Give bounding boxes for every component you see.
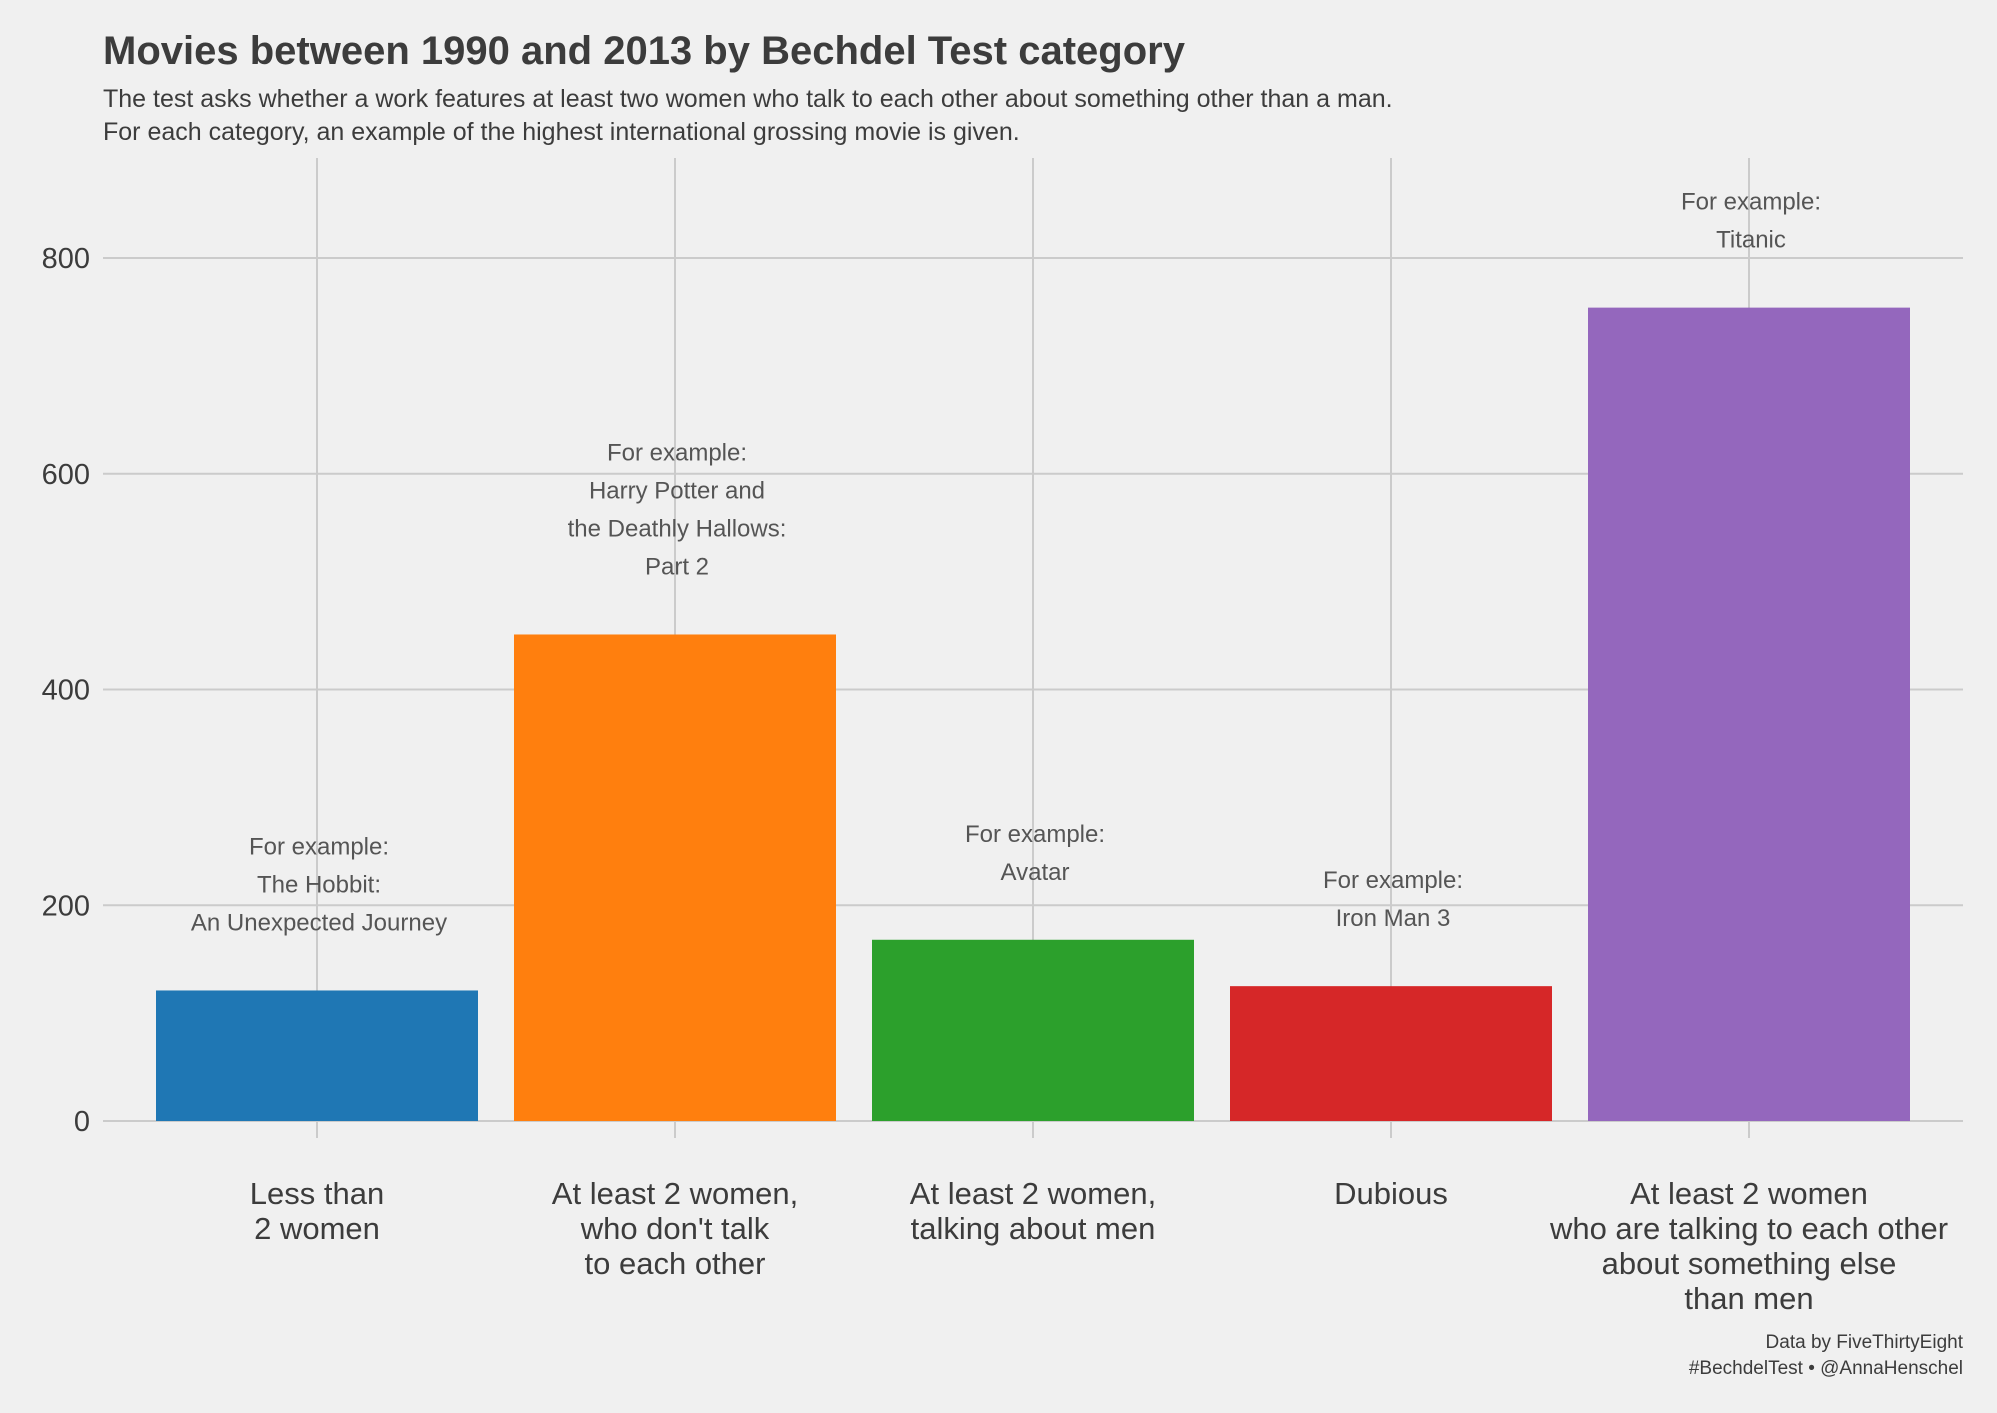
bar-annotation: For example: Iron Man 3: [1323, 867, 1463, 932]
x-tick-label: At least 2 women who are talking to each …: [1549, 1176, 1948, 1316]
x-tick-label: Dubious: [1334, 1176, 1448, 1211]
x-tick-label: At least 2 women, who don't talk to each o…: [552, 1176, 798, 1281]
y-tick-label: 800: [42, 243, 90, 275]
bar-annotation: For example: Avatar: [965, 821, 1105, 886]
bar-annotation: For example: Titanic: [1681, 189, 1821, 254]
axis-tick-labels: 0 200 400 600 800 Less than 2 women At least 2 …: [42, 243, 1948, 1316]
bar-annotation: For example: Harry Potter and the Deathly …: [568, 439, 787, 580]
bars: [156, 307, 1910, 1121]
y-tick-label: 200: [42, 890, 90, 922]
chart-subtitle-line-2: For each category, an example of the hig…: [103, 118, 1020, 146]
credit-line-2: #BechdelTest • @AnnaHenschel: [1689, 1358, 1963, 1379]
bar: [1588, 307, 1910, 1121]
y-tick-label: 600: [42, 459, 90, 491]
bar-annotations: For example: The Hobbit: An Unexpected Jou…: [191, 189, 1821, 937]
credit-line-1: Data by FiveThirtyEight: [1766, 1332, 1964, 1353]
chart-title: Movies between 1990 and 2013 by Bechdel …: [103, 29, 1186, 73]
chart-subtitle-line-1: The test asks whether a work features at…: [103, 85, 1393, 113]
x-tick-label: At least 2 women, talking about men: [910, 1176, 1156, 1246]
y-tick-label: 0: [74, 1106, 90, 1138]
bar: [514, 634, 836, 1121]
bar: [872, 939, 1194, 1121]
x-tick-label: Less than 2 women: [250, 1176, 384, 1246]
y-tick-label: 400: [42, 675, 90, 707]
bar: [156, 990, 478, 1121]
bar: [1230, 986, 1552, 1121]
bar-annotation: For example: The Hobbit: An Unexpected Jou…: [191, 833, 447, 936]
